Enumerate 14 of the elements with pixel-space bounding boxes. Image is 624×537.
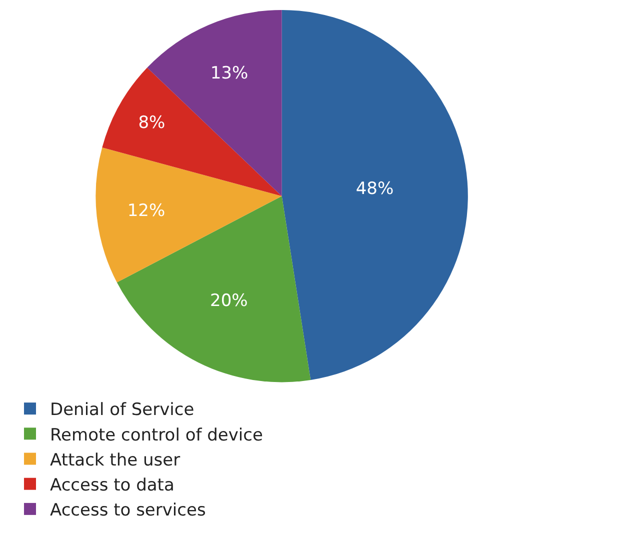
- data-label: 20%: [210, 291, 248, 312]
- pie-slice: [96, 147, 282, 282]
- pie-slice: [102, 68, 282, 196]
- data-label: 48%: [356, 178, 394, 199]
- data-label: 13%: [210, 63, 248, 84]
- data-label: 8%: [138, 112, 166, 133]
- legend-label: Access to services: [50, 500, 206, 521]
- pie-slice: [116, 196, 311, 382]
- legend-label: Remote control of device: [50, 425, 263, 446]
- legend-label: Attack the user: [50, 450, 180, 470]
- pie-slice: [282, 10, 468, 380]
- legend-label: Denial of Service: [50, 400, 194, 420]
- data-label: 12%: [127, 200, 166, 221]
- legend-label: Access to data: [50, 475, 174, 496]
